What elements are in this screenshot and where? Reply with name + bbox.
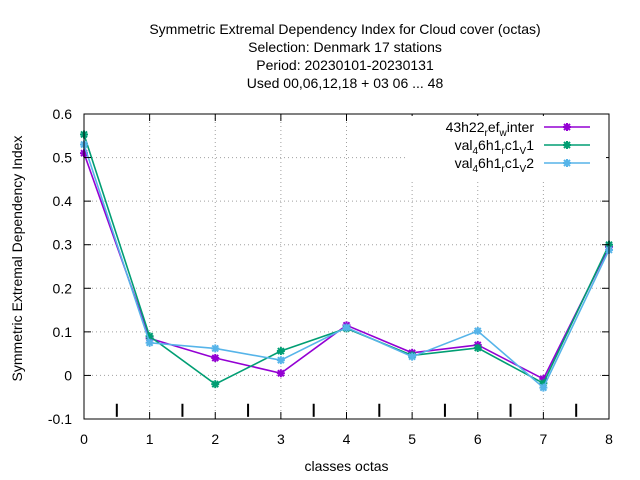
y-tick-label: 0.3 (53, 237, 73, 253)
series-2-point (276, 347, 285, 356)
series-3-point (276, 356, 285, 365)
plot-border (83, 113, 610, 420)
chart-title: Symmetric Extremal Dependency Index for … (149, 21, 540, 91)
series-3-point (211, 344, 220, 353)
grid (84, 114, 609, 419)
y-axis-label: Symmetric Extremal Dependency Index (9, 136, 25, 382)
series-3-point (408, 352, 417, 361)
title-line-1: Symmetric Extremal Dependency Index for … (149, 21, 540, 37)
title-line-3: Period: 20230101-20230131 (256, 57, 434, 73)
y-tick-label: 0.1 (53, 324, 73, 340)
legend-label-1: 43h22refwinter (446, 119, 535, 139)
y-tick-label: 0.6 (53, 106, 73, 122)
series-3-point (539, 383, 548, 392)
y-tick-label: 0.4 (53, 193, 73, 209)
x-tick-label: 0 (80, 431, 88, 447)
series-1-point (211, 354, 220, 362)
y-tick-label: 0.5 (53, 150, 73, 166)
axes: -0.1 0 0.1 0.2 0.3 0.4 0.5 0.6 0 1 2 3 4 5 6 7 8 (48, 106, 613, 447)
legend-item-1: 43h22refwinter (446, 119, 590, 139)
legend-swatch-marker (563, 141, 571, 149)
x-tick-label: 7 (539, 431, 547, 447)
series-1-point (276, 369, 285, 378)
legend-swatch-marker (563, 123, 571, 131)
x-tick-label: 6 (474, 431, 482, 447)
x-axis-label: classes octas (304, 458, 388, 474)
legend-item-3: val46h1rc1V2 (455, 155, 590, 175)
x-tick-label: 5 (408, 431, 416, 447)
legend-item-2: val46h1rc1V1 (455, 137, 590, 157)
series-2-point (211, 380, 220, 389)
x-tick-label: 4 (343, 431, 351, 447)
x-tick-label: 2 (211, 431, 219, 447)
x-tick-label: 3 (277, 431, 285, 447)
y-tick-label: 0.2 (53, 280, 73, 296)
x-tick-label: 8 (605, 431, 613, 447)
class-markers (115, 403, 578, 417)
title-line-4: Used 00,06,12,18 + 03 06 ... 48 (247, 75, 444, 91)
series-3-point (145, 338, 154, 347)
series-3-point (342, 323, 351, 332)
legend-label-3: val46h1rc1V2 (455, 155, 535, 175)
legend-label-2: val46h1rc1V1 (455, 137, 535, 157)
series-2-point (473, 343, 482, 352)
series-3-point (473, 326, 482, 335)
y-tick-label: -0.1 (48, 411, 72, 427)
legend-swatch-marker (563, 159, 571, 167)
title-line-2: Selection: Denmark 17 stations (248, 39, 442, 55)
y-tick-label: 0 (64, 367, 72, 383)
x-tick-label: 1 (146, 431, 154, 447)
